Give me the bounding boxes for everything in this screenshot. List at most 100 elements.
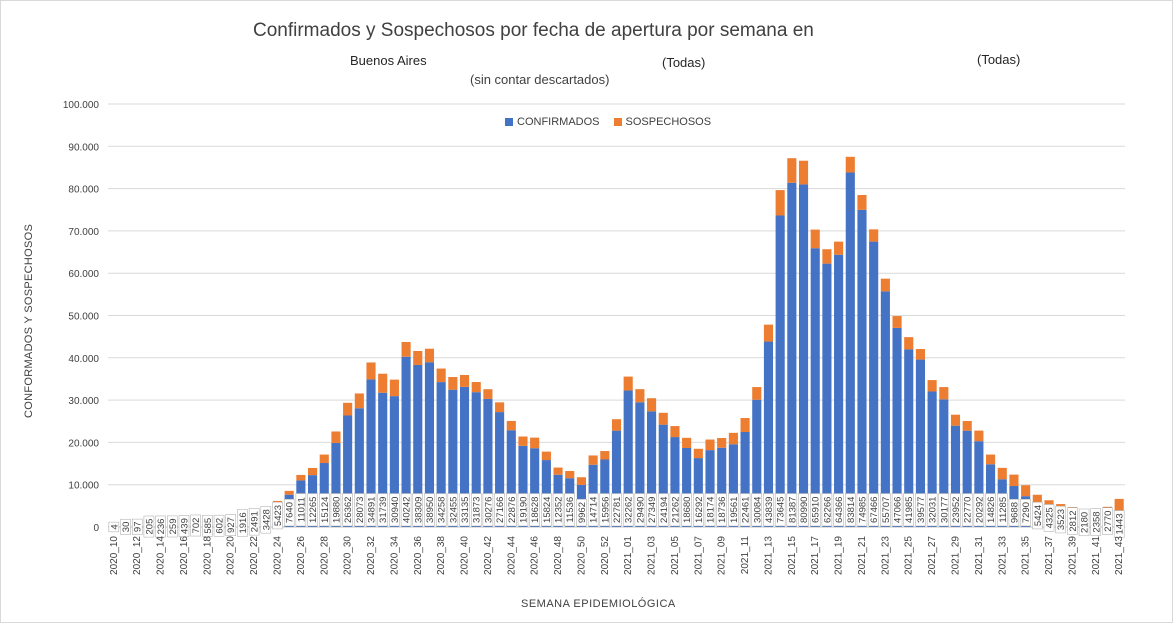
x-tick-label: 2021_05 (670, 536, 681, 575)
bar-confirmados (647, 411, 657, 527)
data-label-box (1020, 498, 1031, 527)
data-label-box (1102, 507, 1113, 535)
x-tick-label: 2020_24 (273, 536, 284, 575)
data-label-box (272, 501, 283, 530)
data-label: 62266 (821, 493, 833, 527)
data-label-text: 55707 (881, 497, 892, 523)
x-tick-label: 2020_10 (109, 536, 120, 575)
data-label: 7290 (1020, 498, 1032, 527)
data-label-box (342, 493, 353, 527)
data-label-text: 702 (191, 518, 202, 534)
data-label-box (1032, 501, 1043, 530)
data-label-box (973, 493, 985, 527)
x-tick-label: 2021_39 (1067, 536, 1078, 575)
data-label-box (330, 493, 342, 527)
bar-sospechosos (658, 412, 668, 425)
data-label: 47066 (891, 493, 904, 527)
data-label-text: 65910 (811, 497, 822, 523)
x-tick-label: 2021_01 (623, 536, 634, 575)
bar-confirmados (869, 241, 879, 527)
data-label-text: 439 (179, 518, 190, 534)
data-label-text: 4325 (1045, 507, 1056, 528)
data-label: 30 (120, 518, 132, 535)
data-label: 11011 (295, 493, 307, 527)
data-label-text: 27349 (647, 497, 658, 523)
x-tick-label: 2020_34 (389, 536, 400, 575)
x-tick-label: 2020_12 (132, 536, 143, 575)
data-label-box (389, 493, 400, 527)
data-label-text: 19561 (729, 497, 740, 523)
bar-sospechosos (389, 379, 399, 397)
x-tick-label: 2021_29 (951, 536, 962, 575)
chart-title: Confirmados y Sospechosos por fecha de a… (253, 20, 814, 41)
data-label-text: 18174 (706, 497, 717, 523)
data-label: 18174 (704, 493, 717, 527)
data-label-text: 40242 (402, 497, 413, 523)
bar-sospechosos (810, 229, 820, 249)
data-label-text: 20292 (974, 497, 985, 523)
data-label-box (365, 493, 377, 527)
bar-sospechosos (647, 398, 657, 412)
bar-confirmados (635, 402, 645, 527)
data-label-box (412, 493, 424, 527)
data-label-text: 236 (156, 519, 167, 535)
x-tick-label: 2020_18 (202, 536, 213, 575)
data-label-box (763, 493, 774, 527)
data-label: 4325 (1043, 504, 1056, 532)
x-tick-label: 2021_15 (787, 536, 798, 575)
x-tick-label: 2021_07 (693, 536, 704, 575)
data-label: 26362 (342, 493, 354, 527)
data-label-box (693, 493, 704, 527)
data-label-box (938, 493, 950, 527)
x-tick-label: 2021_21 (857, 536, 868, 575)
data-label-box (424, 493, 435, 527)
data-label-box (354, 493, 365, 527)
filter-region: Buenos Aires (350, 53, 427, 68)
data-label: 33135 (459, 493, 471, 527)
data-label-text: 11011 (296, 497, 307, 522)
bar-sospechosos (787, 158, 797, 183)
x-tick-label: 2020_50 (576, 536, 587, 575)
data-label: 439 (178, 515, 190, 537)
data-label-box (131, 518, 143, 535)
data-label-box (400, 493, 412, 527)
data-label-text: 43839 (764, 497, 775, 523)
filter-value-2: (Todas) (662, 55, 706, 70)
bar-confirmados (904, 349, 914, 527)
bar-confirmados (401, 356, 411, 527)
data-label: 32455 (447, 493, 459, 527)
data-label-box (833, 493, 844, 527)
data-label: 38309 (412, 493, 424, 527)
data-label: 64366 (833, 493, 845, 527)
data-label: 15956 (599, 493, 611, 527)
bar-sospechosos (576, 477, 586, 485)
bar-confirmados (483, 398, 493, 527)
data-label-text: 80990 (799, 497, 810, 523)
data-label-text: 67466 (869, 497, 880, 523)
bar-sospechosos (763, 324, 774, 342)
data-label-text: 30276 (483, 497, 494, 523)
bar-sospechosos (588, 455, 598, 465)
data-label: 2770 (1102, 507, 1114, 535)
bar-sospechosos (495, 402, 505, 413)
bar-confirmados (623, 390, 633, 527)
data-label-text: 15124 (320, 497, 331, 523)
data-label: 22461 (739, 493, 752, 527)
data-label: 67466 (868, 493, 880, 527)
data-label-text: 18680 (682, 497, 693, 523)
data-label: 259 (167, 515, 179, 538)
data-label-box (774, 493, 786, 527)
data-label-box (622, 493, 634, 527)
x-tick-label: 2020_28 (319, 536, 330, 575)
bar-sospechosos (308, 467, 318, 476)
data-label-text: 7290 (1021, 502, 1032, 523)
data-label-box (541, 493, 552, 527)
data-label-box (926, 493, 938, 527)
bar-confirmados (939, 399, 949, 527)
y-tick-label: 0 (93, 523, 99, 534)
bar-confirmados (459, 386, 470, 527)
data-label-text: 27166 (495, 497, 506, 523)
bar-sospechosos (798, 160, 809, 185)
data-label-text: 38950 (425, 497, 436, 523)
